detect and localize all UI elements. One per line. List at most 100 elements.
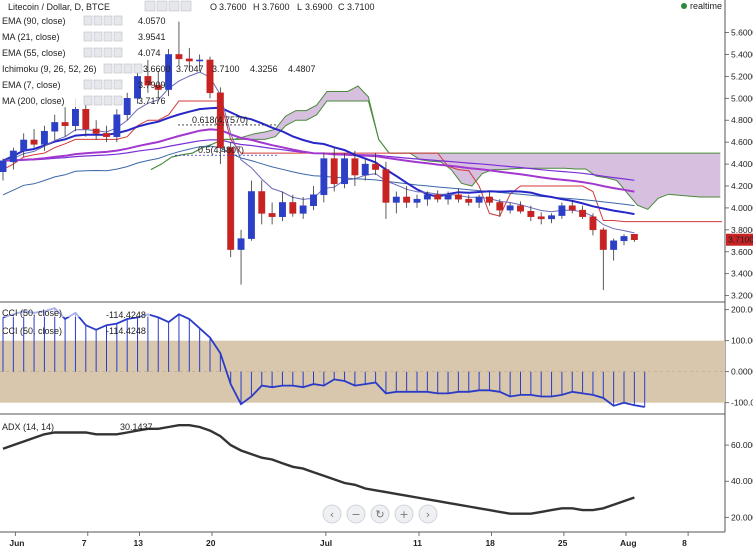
indicator-control-icon[interactable] <box>123 63 133 74</box>
cci-label-1: CCI (50, close) <box>2 308 62 318</box>
settings-icon[interactable] <box>144 0 156 12</box>
ichimoku-extra-value: 4.4807 <box>288 64 316 74</box>
candle <box>403 186 411 208</box>
svg-text:›: › <box>426 508 430 521</box>
candle <box>40 125 48 151</box>
ma-200-line <box>2 145 635 207</box>
candle <box>196 54 204 71</box>
close-icon[interactable] <box>156 0 168 12</box>
indicator-control-icon[interactable] <box>133 63 143 74</box>
indicator-control-icon[interactable] <box>103 31 113 42</box>
indicator-control-icon[interactable] <box>103 95 113 106</box>
candle <box>237 229 245 285</box>
realtime-label: realtime <box>690 1 722 11</box>
indicator-legend-row[interactable]: MA (21, close) 3.9541 <box>0 31 166 43</box>
indicator-control-icon[interactable] <box>113 95 123 106</box>
candle <box>620 234 628 246</box>
date-tick-label: 18 <box>485 538 495 548</box>
candle <box>351 150 359 186</box>
indicator-control-icon[interactable] <box>103 79 113 90</box>
current-price-label: 3.7100 <box>728 235 753 245</box>
indicator-legend-row[interactable]: EMA (90, close) 4.0570 <box>0 15 166 27</box>
cci-panel <box>0 307 725 408</box>
indicator-legend-row[interactable]: MA (200, close) 3.7176 <box>0 95 166 107</box>
indicator-control-icon[interactable] <box>113 63 123 74</box>
indicator-control-icon[interactable] <box>83 95 93 106</box>
candle <box>517 201 524 214</box>
indicator-control-icon[interactable] <box>93 15 103 26</box>
cci-value-1: -114.4248 <box>106 310 146 320</box>
candle <box>289 194 297 217</box>
adx-tick-label: 60.000 <box>731 440 753 450</box>
date-tick-label: 8 <box>682 538 687 548</box>
candle <box>165 48 173 97</box>
dropdown-icon[interactable] <box>180 0 192 12</box>
ohlc-o-label: O <box>210 2 217 12</box>
candle <box>506 202 514 214</box>
price-tick-label: 5.2000 <box>731 71 753 81</box>
indicator-value: 4.0570 <box>138 16 166 26</box>
indicator-control-icon[interactable] <box>113 31 123 42</box>
indicator-label: EMA (55, close) <box>2 48 66 58</box>
candle <box>486 191 493 206</box>
indicator-control-icon[interactable] <box>103 15 113 26</box>
indicator-control-icon[interactable] <box>113 15 123 26</box>
indicator-value: 3.7176 <box>138 96 166 106</box>
price-tick-label: 5.4000 <box>731 49 753 59</box>
minus-icon[interactable]: − <box>346 504 366 524</box>
candle <box>216 87 224 165</box>
ohlc-h-label: H <box>253 2 260 12</box>
candle <box>413 194 421 208</box>
svg-text:↻: ↻ <box>375 508 384 521</box>
chevron-left-icon[interactable]: ‹ <box>322 504 342 524</box>
indicator-control-icon[interactable] <box>83 79 93 90</box>
indicator-control-icon[interactable] <box>83 15 93 26</box>
cci-tick-label: -100.000 <box>731 398 753 408</box>
indicator-control-icon[interactable] <box>103 47 113 58</box>
current-price-badge <box>726 233 753 246</box>
adx-panel <box>2 424 635 515</box>
candle <box>258 180 266 225</box>
indicator-control-icon[interactable] <box>83 47 93 58</box>
indicator-legend-row[interactable]: Ichimoku (9, 26, 52, 26) 3.6600 3.7047 3.71… <box>0 63 316 75</box>
candle <box>310 186 317 211</box>
indicator-legend-row[interactable]: EMA (7, close) 3.7909 <box>0 79 166 91</box>
price-tick-label: 3.8000 <box>731 225 753 235</box>
indicator-control-icon[interactable] <box>93 31 103 42</box>
indicator-control-icon[interactable] <box>113 79 123 90</box>
chevron-right-icon[interactable]: › <box>418 504 438 524</box>
date-tick-label: 11 <box>413 538 422 548</box>
candle <box>361 158 369 181</box>
candle <box>527 205 535 222</box>
cci-tick-label: 100.000 <box>731 336 753 346</box>
indicator-control-icon[interactable] <box>93 79 103 90</box>
indicator-value: 3.7909 <box>138 80 166 90</box>
candle <box>382 161 390 219</box>
panel-borders <box>0 0 726 533</box>
indicator-control-icon[interactable] <box>113 47 123 58</box>
indicator-value: 3.9541 <box>138 32 166 42</box>
indicator-control-icon[interactable] <box>83 31 93 42</box>
ema-7-line <box>2 71 635 234</box>
date-tick-label: Jun <box>9 538 24 548</box>
refresh-icon[interactable]: ↻ <box>370 504 390 524</box>
adx-value: 30.1437 <box>120 422 153 432</box>
indicator-legend-row[interactable]: EMA (55, close) 4.074 <box>0 47 161 59</box>
candle <box>537 212 545 225</box>
indicator-control-icon[interactable] <box>93 47 103 58</box>
adx-line <box>2 424 635 515</box>
indicator-control-icon[interactable] <box>93 95 103 106</box>
ohlc-o-value: 3.7600 <box>219 2 247 12</box>
svg-text:+: + <box>399 508 408 521</box>
symbol-title: Litecoin / Dollar, D, BTCE <box>8 2 110 12</box>
adx-label: ADX (14, 14) <box>2 422 54 432</box>
plus-icon[interactable]: + <box>394 504 414 524</box>
cci-value-2: -114.4248 <box>106 326 146 336</box>
price-tick-label: 3.6000 <box>731 247 753 257</box>
price-tick-label: 5.0000 <box>731 93 753 103</box>
ichimoku-cloud <box>151 86 721 210</box>
plus-icon[interactable] <box>168 0 180 12</box>
indicator-control-icon[interactable] <box>103 63 113 74</box>
candle <box>144 59 152 93</box>
date-axis: Jun 7 13 20 Jul 11 18 25 Aug 8 <box>9 532 689 548</box>
